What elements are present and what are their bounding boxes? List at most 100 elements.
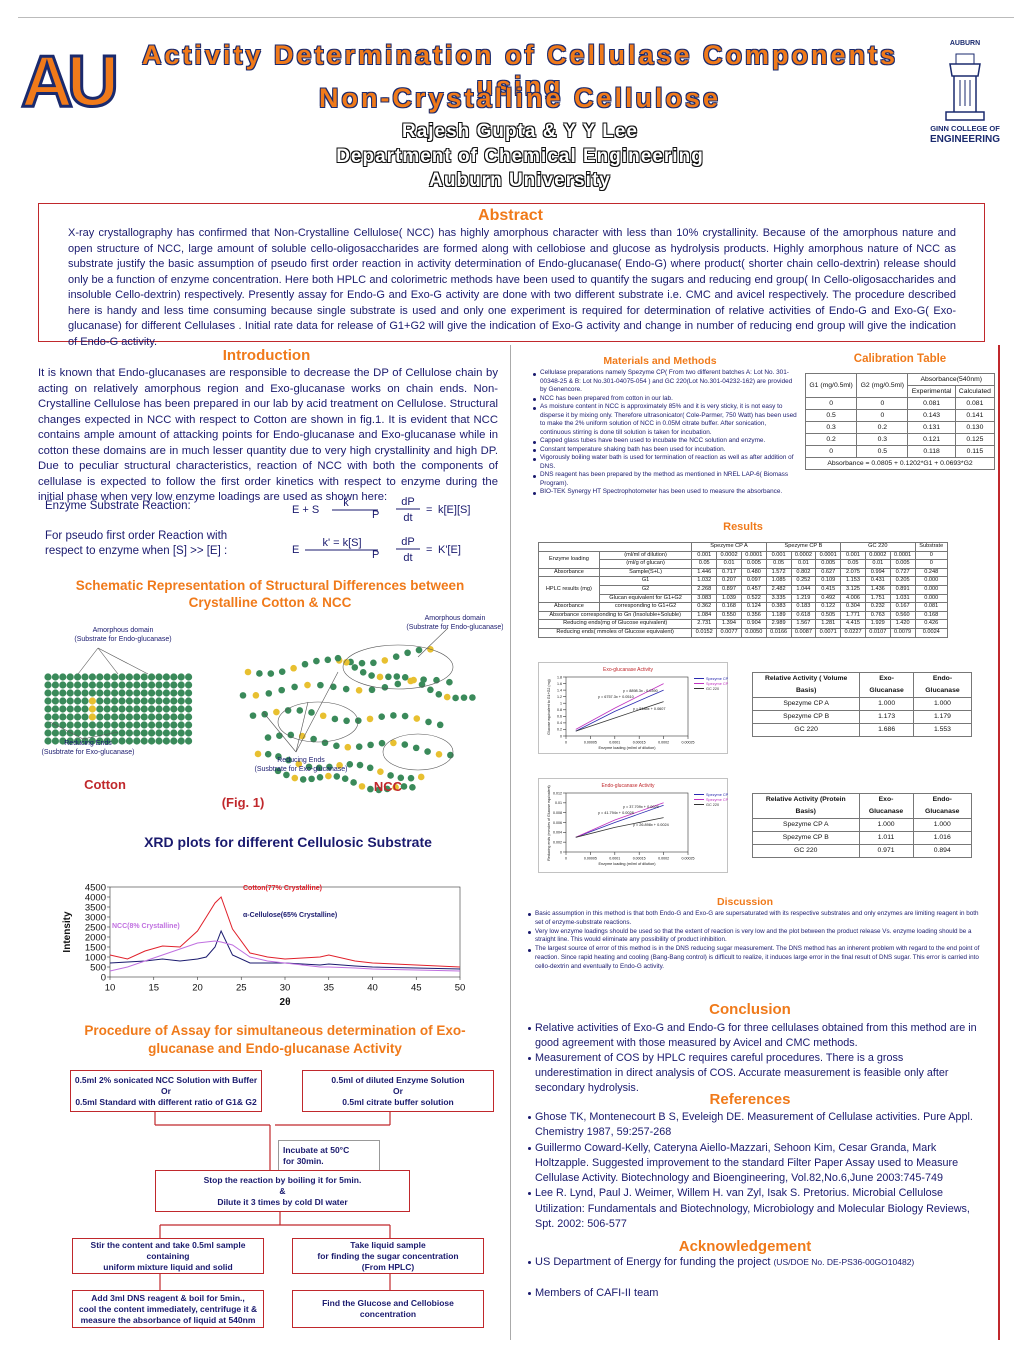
cell: 0.492 <box>815 593 842 604</box>
flow-line: & <box>279 1185 286 1196</box>
cell: 1.011 <box>858 831 914 845</box>
cotton-unit <box>81 681 89 689</box>
x-tick-label: 0 <box>565 857 567 861</box>
cotton-unit <box>51 713 59 721</box>
cotton-unit <box>170 681 178 689</box>
cotton-unit <box>111 673 119 681</box>
y-tick-label: 1000 <box>85 952 106 963</box>
cotton-unit <box>74 721 82 729</box>
list-item: BIO-TEK Synergy HT Spectrophotometer has… <box>532 488 797 497</box>
domain-outline <box>382 733 454 771</box>
ncc-unit <box>239 692 247 699</box>
cell: 0.000 <box>914 593 948 604</box>
cell: 0.168 <box>914 610 948 621</box>
pointer <box>97 647 119 675</box>
flow-box: 0.5ml 2% sonicated NCC Solution with Buf… <box>70 1070 262 1112</box>
cotton-unit <box>118 681 126 689</box>
cotton-unit <box>103 721 111 729</box>
intro-text: It is known that Endo-glucanases are res… <box>38 367 498 503</box>
ncc-unit <box>325 772 332 780</box>
cell: 0.000 <box>914 584 948 595</box>
eq-equals: = <box>426 504 432 516</box>
cotton-unit <box>111 697 119 705</box>
schematic-figure: Amorphous domain (Substrate for Endo-gluc… <box>42 615 504 810</box>
ncc-unit <box>285 756 292 764</box>
ncc-unit <box>290 664 297 672</box>
cotton-unit <box>111 713 119 721</box>
x-tick-label: 0.00015 <box>633 741 646 745</box>
row-group: HPLC results (mg) <box>538 576 600 604</box>
ncc-unit <box>301 660 309 668</box>
discussion-list: Basic assumption in this method is that … <box>527 910 985 972</box>
flow-line: (From HPLC) <box>361 1261 415 1272</box>
cotton-unit <box>44 713 52 721</box>
cell: 2.989 <box>765 619 792 629</box>
row: Spezyme CP B 1.011 1.016 <box>752 831 972 845</box>
ncc-unit <box>334 654 342 662</box>
ncc-unit <box>469 694 476 701</box>
cell: 1.686 <box>859 723 914 737</box>
cotton-unit <box>74 689 82 697</box>
flow-line: cool the content immediately, centrifuge… <box>78 1303 258 1314</box>
cotton-unit <box>155 705 163 713</box>
ncc-unit <box>304 681 311 689</box>
y-tick-label: 0 <box>101 972 106 983</box>
x-tick-label: 0.00025 <box>682 857 695 861</box>
flow-box: Find the Glucose and Cellobiose concentra… <box>292 1290 484 1328</box>
cotton-unit <box>185 705 193 713</box>
ncc-unit <box>324 656 332 664</box>
xrd-title: XRD plots for different Cellulosic Subst… <box>144 834 432 850</box>
ncc-unit <box>316 774 324 781</box>
x-tick-label: 40 <box>367 983 378 994</box>
ncc-unit <box>383 785 391 793</box>
plot-frame <box>565 676 689 737</box>
ncc-unit <box>333 742 340 750</box>
cell: 0.550 <box>716 610 742 621</box>
cotton-unit <box>148 697 156 705</box>
authors: Rajesh Gupta & Y Y Lee <box>401 121 639 142</box>
cotton-unit <box>148 737 156 745</box>
y-tick-label: 0.004 <box>553 831 562 835</box>
cell: 0.130 <box>954 421 996 434</box>
x-tick-label: 0 <box>565 741 567 745</box>
results-table: Spezyme CP A Spezyme CP B GC 220 Substrate E… <box>537 542 948 638</box>
cell: 0.05 <box>765 559 792 569</box>
ncc-unit <box>381 657 389 664</box>
ncc-unit <box>278 686 285 694</box>
pointer <box>82 731 119 740</box>
cotton-unit <box>148 713 156 721</box>
list-item: Capped glass tubes have been used to inc… <box>532 437 797 446</box>
row-group: Absorbance <box>538 602 600 612</box>
ncc-unit <box>436 721 444 729</box>
cell: 0.168 <box>716 602 742 612</box>
ncc-unit <box>351 664 359 671</box>
discussion-heading: Discussion <box>716 896 774 908</box>
footer-row: Absorbance = 0.0805 + 0.1202*G1 + 0.0693… <box>805 457 995 470</box>
cotton-unit <box>103 697 111 705</box>
cotton-unit <box>148 689 156 697</box>
ncc-unit <box>420 676 427 683</box>
cotton-unit <box>44 721 52 729</box>
y-tick-label: 0 <box>560 734 562 738</box>
y-axis-label: Intensity <box>62 911 73 953</box>
cell: 1.000 <box>912 818 972 832</box>
ncc-unit <box>410 676 417 684</box>
cell: 0.248 <box>914 567 948 578</box>
ncc-unit <box>342 685 350 693</box>
ncc-unit <box>276 732 283 740</box>
list-item: Ghose TK, Montenecourt B S, Eveleigh DE.… <box>527 1110 977 1141</box>
row: 0 0.5 0.118 0.115 <box>804 445 996 458</box>
x-tick-label: 10 <box>105 983 116 994</box>
cell: 1.553 <box>912 723 973 737</box>
cotton-unit <box>118 689 126 697</box>
flow-line: Incubate at 50°C <box>283 1145 350 1155</box>
cotton-unit <box>170 737 178 745</box>
cotton-unit <box>111 737 119 745</box>
cotton-unit <box>66 697 74 705</box>
ncc-unit <box>393 673 401 680</box>
schematic-heading: Schematic Representation of Structural D… <box>75 578 465 610</box>
cotton-unit <box>177 713 185 721</box>
col-header: Exo-Glucanase <box>859 672 914 698</box>
domain-outline <box>342 644 454 690</box>
ncc-unit <box>355 743 363 750</box>
